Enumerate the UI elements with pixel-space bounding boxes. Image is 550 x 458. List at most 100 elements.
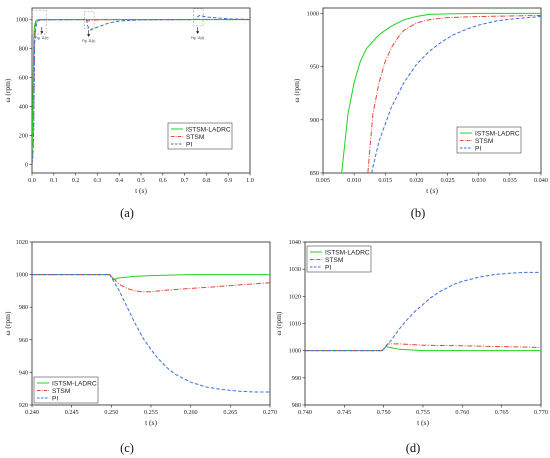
y-axis-label: ω (rpm) [292,78,301,102]
y-tick-label: 920 [19,402,28,409]
x-tick-label: 1.0 [246,177,254,184]
x-tick-label: 0.025 [441,177,455,184]
x-tick-label: 0.2 [72,177,80,184]
arrow-head-icon [87,34,91,37]
x-tick-label: 0.250 [104,409,118,416]
x-tick-label: 0.255 [144,409,158,416]
x-tick-label: 0.020 [409,177,423,184]
y-tick-label: 400 [19,103,28,110]
y-tick-label: 1000 [289,348,301,355]
x-tick-label: 0.0 [28,177,36,184]
x-tick-label: 0.260 [184,409,198,416]
y-tick-label: 1030 [289,266,301,273]
x-tick-label: 0.015 [378,177,392,184]
series-line-istsm-ladrc [32,274,270,280]
x-tick-label: 0.5 [137,177,145,184]
series-group [305,271,541,352]
y-axis-label: ω (rpm) [3,311,12,335]
x-axis-label: t (s) [417,418,429,427]
y-tick-label: 980 [19,304,28,311]
x-tick-label: 0.265 [223,409,237,416]
series-line-pi [32,14,250,165]
panel-caption: (a) [120,206,134,220]
legend-label: PI [186,141,192,148]
legend-label: STSM [325,257,343,264]
legend-label: PI [325,264,331,271]
x-axis-label: t (s) [135,186,147,195]
legend-label: ISTSM-LADRC [475,130,520,137]
zoom-annotation: Fig. 11(c) [82,39,95,43]
x-tick-label: 0.030 [472,177,486,184]
y-tick-label: 950 [310,64,319,71]
panel-d: 0.740 0.745 0.750 0.755 0.760 0.765 0.770 980 99… [274,239,548,455]
y-tick-label: 1020 [16,239,28,246]
y-axis-label: ω (rpm) [3,78,12,102]
y-tick-label: 1000 [16,272,28,279]
legend-label: STSM [186,134,204,141]
y-tick-label: 990 [292,375,301,382]
series-line-pi [32,274,270,393]
y-tick-label: 200 [19,132,28,139]
panel-c: 0.240 0.245 0.250 0.255 0.260 0.265 0.270 920 94… [3,239,277,455]
x-axis-label: t (s) [426,186,438,195]
x-tick-label: 0.6 [159,177,167,184]
x-tick-label: 0.765 [495,409,509,416]
series-line-stsm [32,274,270,293]
panel-caption: (b) [411,206,426,220]
series-line-istsm-ladrc [341,12,541,173]
x-tick-label: 0.3 [94,177,102,184]
x-tick-label: 0.005 [316,177,330,184]
x-tick-label: 0.4 [115,177,123,184]
series-group [32,274,270,393]
x-tick-label: 0.740 [298,409,312,416]
legend-label: STSM [52,388,70,395]
y-axis-label: ω (rpm) [274,311,283,335]
x-tick-label: 0.770 [534,409,548,416]
x-tick-label: 0.270 [263,409,277,416]
legend-label: ISTSM-LADRC [186,126,231,133]
x-tick-label: 0.245 [65,409,79,416]
panel-caption: (d) [406,441,421,455]
y-tick-label: 940 [19,369,28,376]
panel-caption: (c) [120,441,134,455]
plot-frame [322,7,542,174]
zoom-box [31,9,47,35]
x-tick-label: 0.8 [203,177,211,184]
y-tick-label: 980 [292,402,301,409]
x-tick-label: 0.040 [534,177,548,184]
x-tick-label: 0.035 [503,177,517,184]
legend-label: PI [475,145,481,152]
series-line-pi [305,271,541,352]
y-tick-label: 850 [310,170,319,177]
x-tick-label: 0.240 [25,409,39,416]
y-tick-label: 1020 [289,293,301,300]
y-tick-label: 600 [19,74,28,81]
series-line-stsm [367,14,541,173]
y-tick-label: 900 [310,117,319,124]
y-tick-label: 960 [19,337,28,344]
x-tick-label: 0.7 [181,177,189,184]
panel-b: 0.005 0.010 0.015 0.020 0.025 0.030 0.035 0.040… [292,7,548,220]
x-tick-label: 0.755 [416,409,430,416]
panel-a: 0.0 0.1 0.2 0.3 0.4 0.5 0.6 0.7 0.8 0.9 1.0 0 200 400… [3,7,254,220]
series-group [32,14,250,165]
y-tick-label: 1040 [289,239,301,246]
x-tick-label: 0.760 [455,409,469,416]
arrow-head-icon [40,31,44,35]
legend-label: ISTSM-LADRC [325,249,370,256]
y-tick-label: 1000 [16,17,28,24]
zoom-annotation: Fig. 11(d) [191,36,204,40]
zoom-annotation: Fig. 11(b) [35,36,48,40]
x-tick-label: 0.010 [347,177,361,184]
y-tick-label: 800 [19,46,28,53]
series-line-stsm [305,343,541,352]
arrow-head-icon [196,31,200,35]
y-tick-label: 0 [25,161,28,168]
x-tick-label: 0.750 [377,409,391,416]
y-tick-label: 1000 [307,10,319,17]
